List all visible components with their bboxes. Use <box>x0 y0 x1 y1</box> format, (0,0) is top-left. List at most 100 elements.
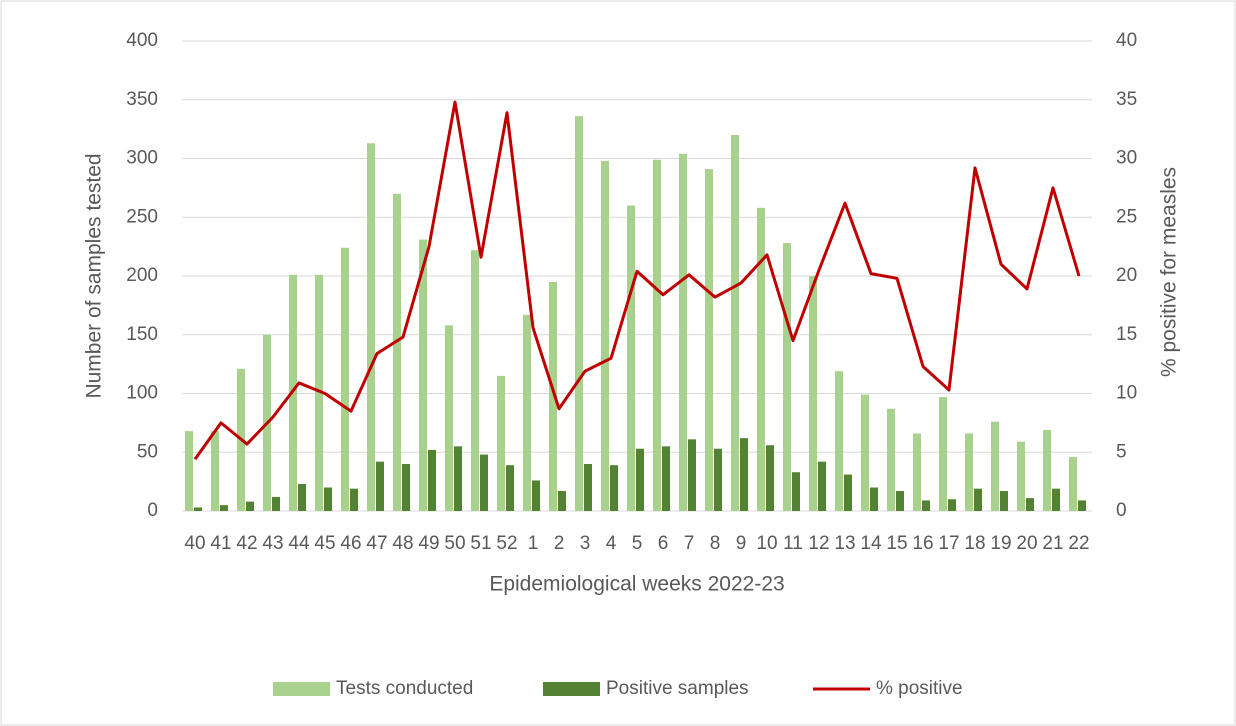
x-tick-label: 6 <box>658 533 669 554</box>
x-tick-label: 50 <box>444 533 465 554</box>
x-tick-label: 49 <box>418 533 439 554</box>
x-tick-label: 9 <box>736 533 747 554</box>
y2-tick-label: 40 <box>1116 30 1137 51</box>
bar <box>497 375 505 511</box>
x-tick-label: 7 <box>684 533 695 554</box>
bar <box>454 446 462 511</box>
bar <box>350 488 358 511</box>
x-tick-label: 12 <box>808 533 829 554</box>
bar <box>575 116 583 511</box>
y-tick-label: 350 <box>126 89 158 110</box>
bar <box>688 439 696 511</box>
bar <box>428 449 436 511</box>
bar <box>367 143 375 511</box>
bar <box>705 169 713 511</box>
bar <box>376 461 384 511</box>
bar <box>792 472 800 511</box>
legend-label: % positive <box>876 678 963 699</box>
bar <box>809 276 817 511</box>
bar <box>1000 491 1008 511</box>
legend-label: Positive samples <box>606 678 749 699</box>
bar <box>662 446 670 511</box>
bar <box>419 239 427 511</box>
bar <box>835 371 843 511</box>
x-tick-label: 11 <box>783 533 803 554</box>
bar <box>679 153 687 512</box>
y-tick-label: 200 <box>126 265 158 286</box>
bar <box>558 491 566 511</box>
bar <box>913 433 921 511</box>
bar <box>974 488 982 511</box>
bar <box>523 314 531 511</box>
bar <box>991 421 999 511</box>
y-tick-label: 0 <box>147 500 158 521</box>
bar <box>757 207 765 511</box>
x-tick-label: 13 <box>834 533 855 554</box>
bar <box>939 397 947 511</box>
x-axis-title: Epidemiological weeks 2022-23 <box>489 573 784 596</box>
bar <box>627 205 635 511</box>
bar <box>298 483 306 511</box>
bar <box>324 487 332 511</box>
bar <box>185 431 193 511</box>
bar <box>341 247 349 512</box>
x-tick-label: 18 <box>964 533 985 554</box>
x-tick-label: 17 <box>938 533 959 554</box>
bar <box>818 461 826 511</box>
bar <box>194 507 202 511</box>
bar <box>246 501 254 511</box>
x-tick-label: 4 <box>606 533 617 554</box>
x-tick-label: 42 <box>236 533 257 554</box>
bar <box>861 394 869 511</box>
x-tick-label: 40 <box>184 533 205 554</box>
y2-tick-label: 5 <box>1116 441 1127 462</box>
bar <box>549 281 557 511</box>
line-series <box>193 100 1081 461</box>
y-tick-label: 400 <box>126 30 158 51</box>
y2-tick-label: 35 <box>1116 89 1137 110</box>
bar <box>506 465 514 511</box>
bar <box>965 433 973 511</box>
bar <box>532 480 540 511</box>
bar <box>1026 498 1034 511</box>
bar <box>870 487 878 511</box>
x-tick-label: 19 <box>990 533 1011 554</box>
bar <box>220 505 228 511</box>
y-tick-label: 250 <box>126 206 158 227</box>
y-tick-label: 100 <box>126 383 158 404</box>
bar <box>1069 456 1077 511</box>
x-tick-label: 46 <box>340 533 361 554</box>
x-tick-label: 20 <box>1016 533 1037 554</box>
x-tick-label: 43 <box>262 533 283 554</box>
bar <box>714 448 722 511</box>
bar <box>445 325 453 511</box>
bar <box>610 465 618 511</box>
bar <box>1052 488 1060 511</box>
x-tick-label: 51 <box>470 533 491 554</box>
bar <box>887 408 895 511</box>
x-tick-label: 41 <box>210 533 231 554</box>
y2-tick-label: 25 <box>1116 206 1137 227</box>
y2-tick-label: 0 <box>1116 500 1127 521</box>
x-tick-label: 10 <box>756 533 777 554</box>
bar <box>211 431 219 511</box>
x-tick-label: 1 <box>528 533 539 554</box>
x-tick-label: 3 <box>580 533 591 554</box>
bar <box>731 135 739 511</box>
y2-axis-title: % positive for measles <box>1158 167 1181 377</box>
bar <box>584 464 592 511</box>
bar <box>844 474 852 511</box>
bar <box>272 496 280 511</box>
legend-swatch <box>543 682 600 696</box>
x-tick-label: 47 <box>366 533 387 554</box>
x-tick-label: 5 <box>632 533 643 554</box>
bar <box>402 464 410 511</box>
legend-label: Tests conducted <box>336 678 473 699</box>
y2-tick-label: 20 <box>1116 265 1137 286</box>
x-tick-label: 48 <box>392 533 413 554</box>
bar <box>1043 429 1051 511</box>
bar <box>480 454 488 511</box>
x-tick-label: 44 <box>288 533 310 554</box>
